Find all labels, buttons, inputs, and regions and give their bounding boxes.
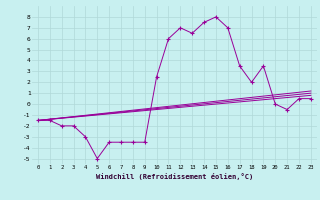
- X-axis label: Windchill (Refroidissement éolien,°C): Windchill (Refroidissement éolien,°C): [96, 173, 253, 180]
